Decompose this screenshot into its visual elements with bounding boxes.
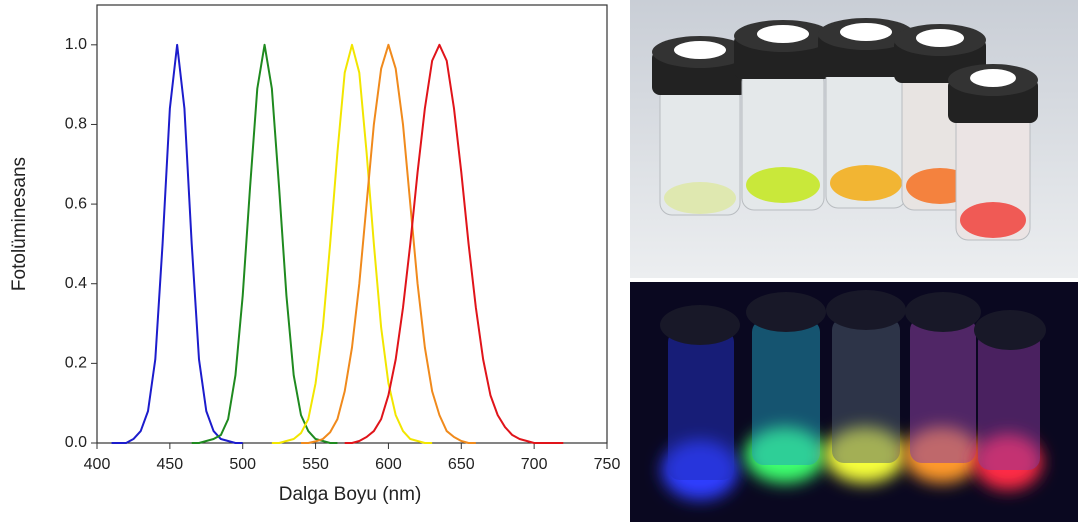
y-tick-label: 0.2 [65, 355, 87, 372]
vials-uv [660, 290, 1046, 500]
spectrum-line [191, 43, 338, 444]
x-tick-label: 700 [521, 456, 548, 473]
x-tick-label: 400 [84, 456, 111, 473]
spectrum-line [271, 43, 433, 444]
spectrum-line [111, 43, 243, 444]
spectrum-line [344, 43, 564, 444]
spectrum-line [301, 43, 476, 444]
y-tick-label: 1.0 [65, 36, 87, 53]
x-tick-label: 500 [229, 456, 256, 473]
y-tick-label: 0.4 [65, 275, 87, 292]
y-tick-label: 0.8 [65, 116, 87, 133]
x-tick-label: 450 [157, 456, 184, 473]
x-tick-label: 650 [448, 456, 475, 473]
x-tick-label: 550 [302, 456, 329, 473]
photos [630, 0, 1078, 522]
x-axis-label: Dalga Boyu (nm) [279, 484, 422, 505]
chart: Dalga Boyu (nm) Fotolüminesans 400 450 500… [9, 4, 621, 505]
y-axis-label: Fotolüminesans [9, 157, 30, 291]
y-tick-label: 0.0 [65, 434, 87, 451]
vials-daylight [652, 18, 1038, 241]
x-tick-label: 750 [594, 456, 621, 473]
y-tick-label: 0.6 [65, 195, 87, 212]
x-tick-label: 600 [375, 456, 402, 473]
